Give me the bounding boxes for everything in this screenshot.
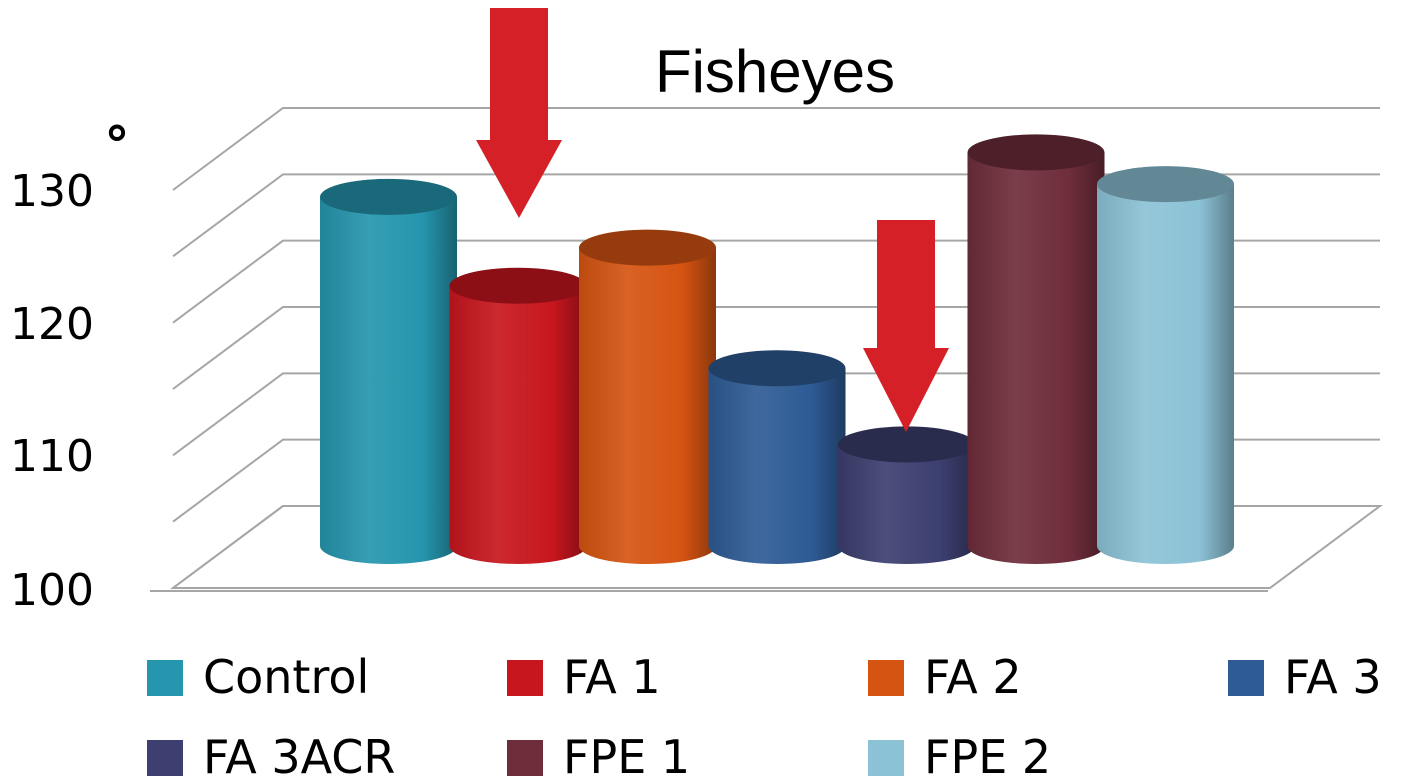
legend-item-control: Control (147, 650, 369, 704)
bar-top (967, 134, 1105, 171)
bar-top (708, 350, 846, 387)
legend-item-fa3acr: FA 3ACR (147, 730, 395, 780)
bar-top (449, 267, 587, 304)
legend-label: FA 1 (563, 650, 661, 704)
bar-body (579, 247, 716, 565)
legend-swatch (507, 740, 543, 776)
bar-fpe-1 (967, 134, 1105, 565)
bar-top (1097, 166, 1234, 203)
arrow-annotation-fa3acr (863, 220, 949, 432)
bar-body (708, 368, 846, 564)
bar-top (838, 426, 975, 463)
bar-fa-3acr (838, 426, 975, 564)
legend-item-fpe1: FPE 1 (507, 730, 690, 780)
legend-label: FPE 2 (924, 730, 1051, 780)
bar-body (449, 285, 587, 564)
bar-body (838, 444, 975, 564)
y-tick-label: 120 (10, 299, 94, 350)
y-tick-label: 100 (10, 565, 94, 616)
legend-swatch (507, 660, 543, 696)
legend-item-fa3: FA 3 (1228, 650, 1382, 704)
bar-top (320, 178, 457, 215)
arrow-annotation-fa1 (476, 8, 562, 218)
chart-title: Fisheyes (655, 38, 895, 105)
legend-item-fpe2: FPE 2 (868, 730, 1051, 780)
legend-label: FPE 1 (563, 730, 690, 780)
bar-fa-2 (579, 229, 716, 565)
legend: Control FA 1 FA 2 FA 3 FA 3ACR FPE 1 FPE… (147, 650, 1382, 780)
y-tick-label: 110 (10, 431, 94, 482)
gridline (172, 107, 1380, 191)
y-axis-ticks: 130 120 110 100 (10, 166, 94, 616)
bar-top (579, 229, 716, 266)
chart-floor (169, 505, 1384, 589)
bar-fa-1 (449, 267, 587, 564)
legend-item-fa1: FA 1 (507, 650, 661, 704)
legend-swatch (147, 660, 183, 696)
bar-fpe-2 (1097, 166, 1234, 564)
legend-swatch (868, 740, 904, 776)
legend-label: Control (203, 650, 369, 704)
degree-symbol: ° (105, 116, 130, 174)
bar-fa-3 (708, 350, 846, 564)
bar-control (320, 178, 457, 565)
bar-body (320, 196, 457, 565)
bars (320, 134, 1234, 565)
legend-swatch (1228, 660, 1264, 696)
bar-body (1097, 184, 1234, 564)
annotations (476, 8, 949, 432)
legend-swatch (147, 740, 183, 776)
legend-item-fa2: FA 2 (868, 650, 1022, 704)
legend-label: FA 3ACR (203, 730, 395, 780)
legend-label: FA 2 (924, 650, 1022, 704)
grid (150, 107, 1384, 592)
bar-body (967, 152, 1105, 565)
y-tick-label: 130 (10, 166, 94, 217)
legend-label: FA 3 (1284, 650, 1382, 704)
legend-swatch (868, 660, 904, 696)
